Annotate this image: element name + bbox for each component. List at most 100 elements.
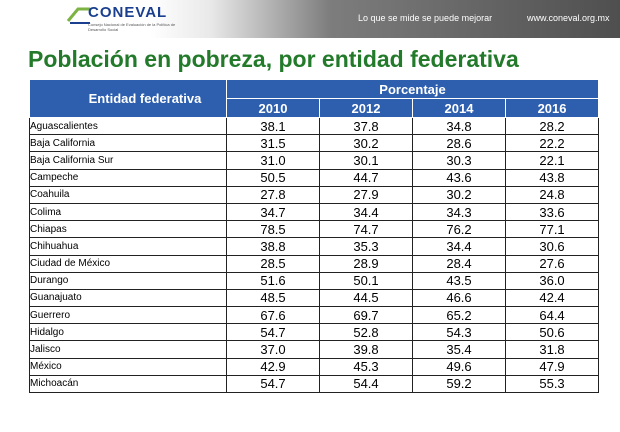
- value-cell: 31.8: [504, 340, 600, 359]
- value-cell: 28.2: [504, 116, 600, 136]
- entity-name-cell: Michoacán: [29, 374, 227, 394]
- value-cell: 22.1: [504, 151, 600, 170]
- value-cell: 34.4: [412, 237, 506, 256]
- value-cell: 50.1: [319, 271, 413, 290]
- value-cell: 35.3: [319, 237, 413, 256]
- value-cell: 31.5: [226, 134, 320, 153]
- entity-name-cell: Jalisco: [29, 340, 227, 359]
- value-cell: 31.0: [226, 151, 320, 170]
- value-cell: 44.5: [319, 288, 413, 308]
- percentage-group-header: Porcentaje: [225, 79, 600, 99]
- value-cell: 78.5: [226, 220, 320, 239]
- entity-name-cell: Colima: [29, 202, 227, 222]
- value-cell: 55.3: [504, 374, 600, 394]
- entity-name-cell: Hidalgo: [29, 323, 227, 342]
- table-row: Chiapas 78.5 74.7 76.2 77.1: [29, 220, 600, 239]
- value-cell: 42.4: [504, 288, 600, 308]
- value-cell: 69.7: [319, 306, 413, 325]
- year-header: 2016: [504, 98, 600, 118]
- table-row: Chihuahua 38.8 35.3 34.4 30.6: [29, 237, 600, 256]
- value-cell: 24.8: [504, 185, 600, 204]
- year-header: 2010: [226, 98, 320, 118]
- table-row: Durango 51.6 50.1 43.5 36.0: [29, 271, 600, 290]
- value-cell: 37.0: [226, 340, 320, 359]
- value-cell: 74.7: [319, 220, 413, 239]
- value-cell: 28.9: [319, 254, 413, 273]
- table-row: Coahuila 27.8 27.9 30.2 24.8: [29, 185, 600, 204]
- value-cell: 33.6: [504, 202, 600, 222]
- value-cell: 49.6: [412, 357, 506, 376]
- entity-name-cell: Guerrero: [29, 306, 227, 325]
- entity-name-cell: México: [29, 357, 227, 376]
- value-cell: 28.6: [412, 134, 506, 153]
- value-cell: 45.3: [319, 357, 413, 376]
- value-cell: 54.7: [226, 374, 320, 394]
- entity-name-cell: Durango: [29, 271, 227, 290]
- value-cell: 42.9: [226, 357, 320, 376]
- tagline: Lo que se mide se puede mejorar: [358, 13, 493, 23]
- entity-name-cell: Coahuila: [29, 185, 227, 204]
- table-row: Michoacán 54.7 54.4 59.2 55.3: [29, 374, 600, 394]
- value-cell: 28.5: [226, 254, 320, 273]
- table-row: Jalisco 37.0 39.8 35.4 31.8: [29, 340, 600, 359]
- logo-text: CONEVAL: [88, 4, 168, 21]
- value-cell: 48.5: [226, 288, 320, 308]
- table-row: Ciudad de México 28.5 28.9 28.4 27.6: [29, 254, 600, 273]
- value-cell: 51.6: [226, 271, 320, 290]
- value-cell: 76.2: [412, 220, 506, 239]
- entity-name-cell: Baja California: [29, 134, 227, 153]
- table-row: Hidalgo 54.7 52.8 54.3 50.6: [29, 323, 600, 342]
- table-row: Aguascalientes 38.1 37.8 34.8 28.2: [29, 116, 600, 136]
- table-row: Guerrero 67.6 69.7 65.2 64.4: [29, 306, 600, 325]
- value-cell: 50.5: [226, 168, 320, 187]
- year-header: 2014: [412, 98, 506, 118]
- entity-column-header: Entidad federativa: [29, 79, 227, 118]
- value-cell: 64.4: [504, 306, 600, 325]
- value-cell: 52.8: [319, 323, 413, 342]
- value-cell: 39.8: [319, 340, 413, 359]
- value-cell: 30.2: [412, 185, 506, 204]
- value-cell: 43.6: [412, 168, 506, 187]
- value-cell: 27.8: [226, 185, 320, 204]
- website-link[interactable]: www.coneval.org.mx: [527, 13, 610, 23]
- value-cell: 59.2: [412, 374, 506, 394]
- entity-name-cell: Chihuahua: [29, 237, 227, 256]
- logo-subtitle: Consejo Nacional de Evaluación de la Pol…: [88, 22, 176, 32]
- value-cell: 34.7: [226, 202, 320, 222]
- table-row: México 42.9 45.3 49.6 47.9: [29, 357, 600, 376]
- entity-name-cell: Chiapas: [29, 220, 227, 239]
- table-row: Guanajuato 48.5 44.5 46.6 42.4: [29, 288, 600, 308]
- value-cell: 22.2: [504, 134, 600, 153]
- table-body: Aguascalientes 38.1 37.8 34.8 28.2 Baja Calif…: [29, 116, 600, 394]
- value-cell: 30.2: [319, 134, 413, 153]
- entity-name-cell: Baja California Sur: [29, 151, 227, 170]
- value-cell: 28.4: [412, 254, 506, 273]
- value-cell: 65.2: [412, 306, 506, 325]
- value-cell: 34.3: [412, 202, 506, 222]
- value-cell: 46.6: [412, 288, 506, 308]
- value-cell: 54.4: [319, 374, 413, 394]
- value-cell: 34.8: [412, 116, 506, 136]
- entity-name-cell: Aguascalientes: [29, 116, 227, 136]
- value-cell: 44.7: [319, 168, 413, 187]
- entity-name-cell: Ciudad de México: [29, 254, 227, 273]
- value-cell: 50.6: [504, 323, 600, 342]
- value-cell: 54.3: [412, 323, 506, 342]
- value-cell: 43.8: [504, 168, 600, 187]
- coneval-logo[interactable]: CONEVAL Consejo Nacional de Evaluación d…: [66, 3, 176, 35]
- value-cell: 38.8: [226, 237, 320, 256]
- value-cell: 77.1: [504, 220, 600, 239]
- value-cell: 35.4: [412, 340, 506, 359]
- table-row: Colima 34.7 34.4 34.3 33.6: [29, 202, 600, 222]
- header-banner: CONEVAL Consejo Nacional de Evaluación d…: [0, 0, 620, 38]
- value-cell: 34.4: [319, 202, 413, 222]
- page-title: Población en pobreza, por entidad federa…: [28, 46, 519, 72]
- value-cell: 30.3: [412, 151, 506, 170]
- logo-mark-icon: [66, 7, 90, 24]
- value-cell: 47.9: [504, 357, 600, 376]
- value-cell: 36.0: [504, 271, 600, 290]
- value-cell: 37.8: [319, 116, 413, 136]
- value-cell: 43.5: [412, 271, 506, 290]
- value-cell: 38.1: [226, 116, 320, 136]
- table-row: Baja California Sur 31.0 30.1 30.3 22.1: [29, 151, 600, 170]
